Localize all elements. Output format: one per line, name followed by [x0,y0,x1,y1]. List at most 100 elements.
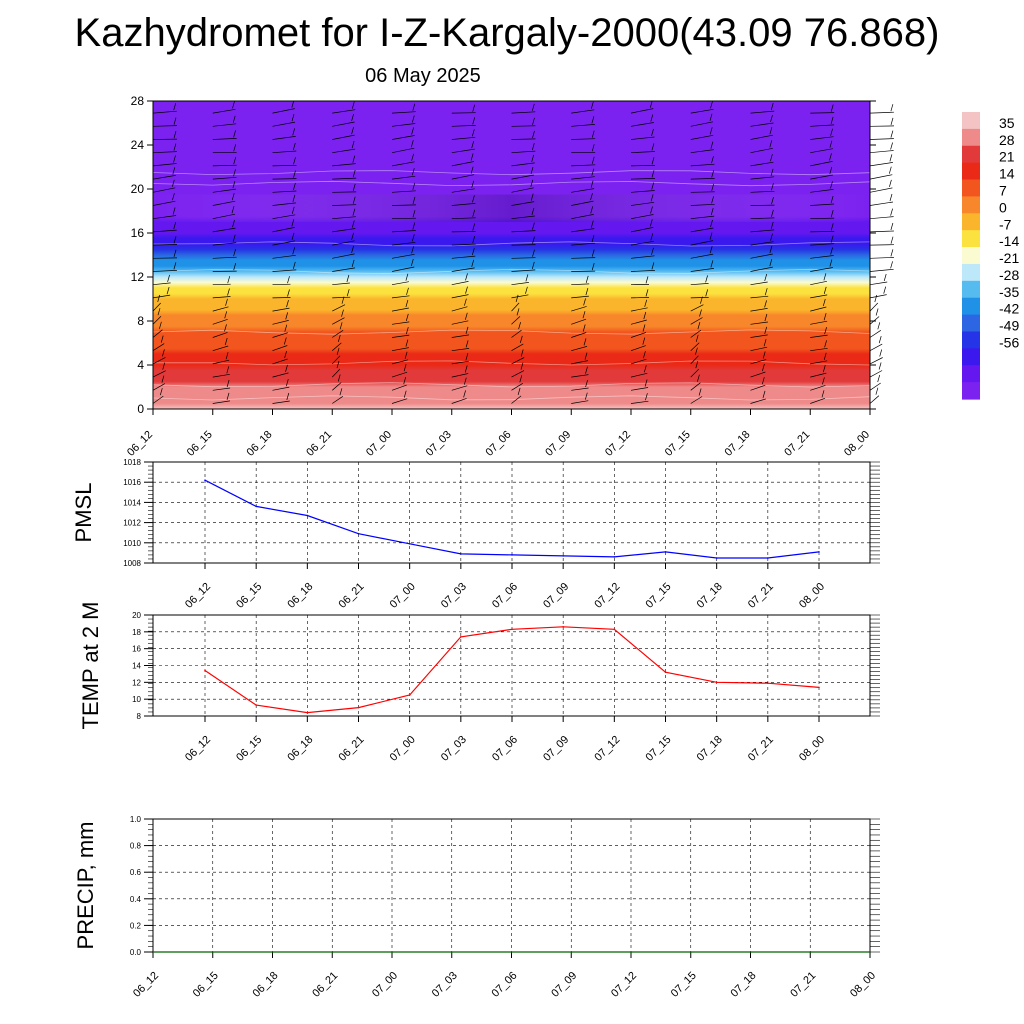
wind-barb-feather [463,377,467,385]
wind-barb [212,306,229,312]
wind-barb-feather [890,104,894,112]
y-tick-label: 1012 [123,519,141,528]
wind-barb-feather [582,324,586,332]
x-tick-label: 07_06 [490,734,520,764]
wind-barb [451,334,470,338]
x-tick-label: 06_21 [304,429,334,459]
wind-barb [511,125,536,127]
data-point [511,628,513,631]
wind-barb [810,360,828,365]
data-point [511,554,513,556]
wind-barb-feather [351,101,355,109]
wind-barb-feather [590,206,594,214]
wind-barb-feather [412,210,416,218]
wind-barb-feather [472,209,476,217]
wind-barb-feather [232,101,235,109]
x-tick-label: 07_21 [788,970,818,1000]
wind-barb [571,295,589,299]
wind-barb-feather [287,276,290,284]
wind-barb-feather [824,340,827,348]
colorbar-swatch [962,145,980,164]
wind-barb [451,148,475,154]
colorbar-swatch [962,331,980,349]
wind-barb-feather [159,321,162,329]
wind-barb-feather [830,104,834,112]
wind-barb-feather [411,127,414,135]
wind-barb-feather [531,103,535,111]
wind-barb [152,163,177,167]
x-tick-label: 07_06 [490,581,520,611]
y-tick-label: 12 [132,678,141,687]
wind-barb [152,110,177,114]
y-tick-label: 16 [131,226,145,240]
wind-barb-feather [225,298,228,306]
contour-line [152,329,871,335]
wind-barb [750,134,773,140]
x-tick-label: 07_12 [609,970,639,1000]
wind-barb-feather [173,155,176,163]
wind-barb-feather [341,309,344,317]
wind-barb-feather [889,193,893,202]
wind-barb-feather [531,207,535,216]
wind-barb [511,269,536,272]
wind-barb [212,213,236,220]
wind-barb-feather [472,236,476,244]
wind-barb [750,253,773,259]
wind-barb [571,283,590,286]
wind-barb [571,176,595,180]
wind-barb [750,334,768,338]
wind-barb [332,148,356,154]
wind-barb [511,316,521,325]
colorbar-label: 0 [999,199,1007,215]
colorbar-swatch [962,297,980,316]
wind-barb [391,321,410,325]
wind-barb [152,329,163,338]
wind-barb-feather [590,220,594,228]
x-tick-label: 06_12 [183,581,213,611]
wind-barb-feather [822,377,825,385]
wind-barb-feather [584,392,588,400]
wind-barb-feather [232,220,235,228]
wind-barb [869,330,881,338]
y-tick-label: 28 [131,94,145,108]
wind-barb-feather [519,375,523,383]
wind-barb [869,111,894,114]
wind-barb-feather [405,339,409,347]
wind-barb [391,295,410,299]
wind-barb-feather [649,100,653,108]
wind-barb-feather [336,347,340,355]
wind-barb [391,266,415,272]
wind-barb [152,395,164,404]
wind-barb-feather [291,114,295,122]
temp-panel: 8 10 12 14 16 18 20 06_12 06_15 06_18 06_21 07_00 07… [78,602,880,764]
x-tick-label: 06_15 [234,581,264,611]
x-tick-label: 07_15 [669,970,699,1000]
data-point [357,532,360,535]
x-tick-label: 07_21 [746,734,776,764]
wind-barb-feather [411,168,415,176]
wind-barb [511,282,529,286]
wind-barb-feather [890,249,894,257]
wind-barb-feather [470,166,474,174]
wind-barb [810,124,835,127]
wind-barb [391,281,409,286]
wind-barb [272,178,297,180]
wind-barb-feather [710,260,714,268]
wind-barb [690,108,714,114]
wind-barb-feather [890,130,894,138]
wind-barb [511,257,536,259]
wind-barb [571,109,595,114]
wind-barb-feather [823,273,827,281]
wind-barb-feather [471,141,475,149]
wind-barb [511,343,524,352]
x-tick-label: 06_18 [285,734,315,764]
wind-barb [332,216,356,220]
wind-barb [630,255,655,259]
wind-barb [810,174,833,180]
wind-barb [750,241,774,246]
wind-barb [391,175,416,180]
wind-barb [869,268,894,272]
wind-barb [750,359,767,365]
wind-barb [272,254,296,259]
x-tick-label: 06_12 [131,970,161,1000]
